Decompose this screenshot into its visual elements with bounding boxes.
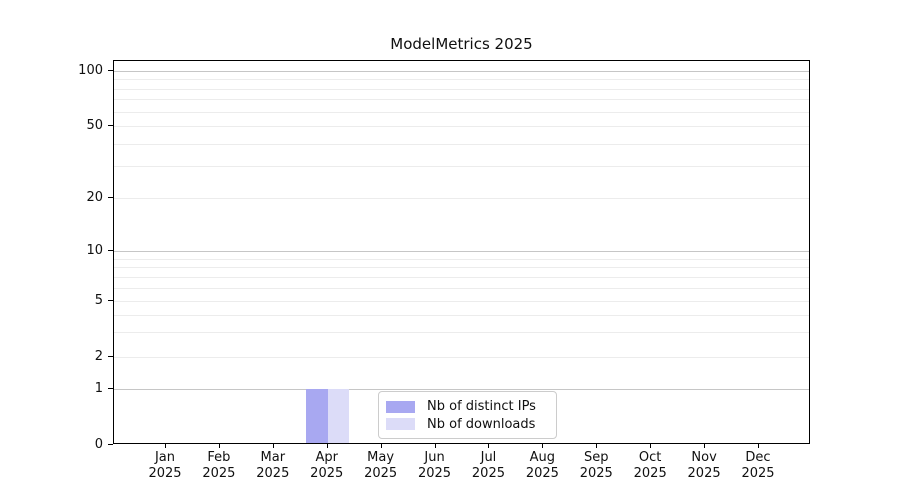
- x-tick-mark: [218, 444, 220, 448]
- x-tick-label: Apr 2025: [297, 450, 357, 482]
- y-gridline-minor: [114, 301, 809, 302]
- y-tick-mark: [108, 356, 113, 357]
- x-tick-month: Dec: [745, 450, 771, 465]
- y-tick-label: 2: [94, 349, 103, 364]
- y-gridline-minor: [114, 143, 809, 145]
- x-tick-year: 2025: [310, 466, 344, 481]
- y-tick-label: 1: [94, 381, 103, 396]
- x-tick-year: 2025: [256, 466, 290, 481]
- x-tick-label: Feb 2025: [189, 450, 249, 482]
- y-gridline-minor: [114, 314, 809, 316]
- x-tick-year: 2025: [364, 466, 398, 481]
- x-tick-year: 2025: [148, 466, 182, 481]
- x-tick-label: Aug 2025: [512, 450, 572, 482]
- y-gridline-minor: [114, 79, 809, 81]
- x-tick-mark: [650, 444, 652, 448]
- y-gridline-minor: [114, 357, 809, 358]
- x-tick-mark: [704, 444, 706, 448]
- x-tick-mark: [165, 444, 166, 448]
- x-tick-month: Oct: [638, 450, 662, 465]
- plot-area: Nb of distinct IPs Nb of downloads: [113, 60, 810, 444]
- y-gridline-minor: [114, 276, 809, 278]
- y-tick-label: 5: [94, 293, 103, 308]
- y-gridline-minor: [114, 166, 809, 168]
- x-tick-year: 2025: [202, 466, 236, 481]
- x-tick-label: Sep 2025: [566, 450, 626, 482]
- y-tick-mark: [108, 197, 113, 198]
- y-gridline-minor: [114, 126, 809, 127]
- legend-label: Nb of downloads: [427, 416, 536, 432]
- y-tick-mark: [108, 70, 113, 71]
- chart-title: ModelMetrics 2025: [390, 35, 533, 53]
- x-tick-month: Aug: [529, 450, 556, 465]
- x-tick-month: Apr: [315, 450, 338, 465]
- y-gridline-minor: [114, 111, 809, 113]
- x-tick-month: Jun: [424, 450, 445, 465]
- legend-item: Nb of distinct IPs: [386, 398, 547, 416]
- y-tick-mark: [108, 300, 113, 301]
- x-tick-year: 2025: [579, 466, 613, 481]
- y-tick-label: 0: [94, 437, 103, 452]
- y-tick-label: 10: [86, 243, 103, 258]
- y-gridline-major: [114, 389, 809, 390]
- y-gridline-minor: [114, 88, 809, 90]
- x-tick-year: 2025: [633, 466, 667, 481]
- y-gridline-minor: [114, 332, 809, 334]
- x-tick-label: Dec 2025: [728, 450, 788, 482]
- y-gridline-major: [114, 71, 809, 72]
- x-tick-year: 2025: [471, 466, 505, 481]
- x-tick-mark: [326, 444, 328, 448]
- x-tick-year: 2025: [687, 466, 721, 481]
- y-tick-label: 100: [78, 63, 103, 78]
- legend-swatch: [386, 400, 415, 413]
- x-tick-label: Jun 2025: [405, 450, 465, 482]
- x-tick-month: Feb: [207, 450, 231, 465]
- x-tick-label: Nov 2025: [674, 450, 734, 482]
- x-tick-month: Jan: [154, 450, 176, 465]
- y-gridline-minor: [114, 258, 809, 260]
- y-tick-mark: [108, 125, 113, 126]
- y-tick-mark: [108, 388, 113, 389]
- x-tick-label: May 2025: [351, 450, 411, 482]
- x-tick-mark: [488, 444, 490, 448]
- y-gridline-major: [114, 251, 809, 252]
- y-gridline-minor: [114, 287, 809, 289]
- x-tick-label: Mar 2025: [243, 450, 303, 482]
- x-tick-mark: [758, 444, 759, 448]
- x-tick-label: Oct 2025: [620, 450, 680, 482]
- y-tick-label: 50: [86, 118, 103, 133]
- legend: Nb of distinct IPs Nb of downloads: [378, 391, 557, 439]
- x-tick-mark: [380, 444, 382, 448]
- x-tick-label: Jul 2025: [458, 450, 518, 482]
- x-tick-year: 2025: [417, 466, 452, 481]
- x-tick-mark: [542, 444, 544, 448]
- x-tick-year: 2025: [741, 466, 775, 481]
- x-tick-mark: [434, 444, 436, 448]
- x-tick-month: Nov: [691, 450, 717, 465]
- y-tick-label: 20: [86, 190, 103, 205]
- bar-nb-of-distinct-ips: [306, 389, 328, 443]
- bar-nb-of-downloads: [327, 389, 350, 443]
- legend-label: Nb of distinct IPs: [427, 399, 536, 415]
- x-tick-month: Mar: [260, 450, 286, 465]
- x-tick-month: May: [367, 450, 395, 465]
- y-tick-mark: [108, 250, 113, 251]
- y-gridline-minor: [114, 99, 809, 101]
- x-tick-month: Jul: [480, 450, 497, 465]
- x-tick-mark: [596, 444, 598, 448]
- y-tick-mark: [108, 444, 113, 445]
- y-gridline-minor: [114, 267, 809, 269]
- y-gridline-minor: [114, 198, 809, 199]
- legend-item: Nb of downloads: [386, 416, 547, 434]
- x-tick-year: 2025: [525, 466, 559, 481]
- x-tick-label: Jan 2025: [135, 450, 195, 482]
- legend-swatch: [386, 418, 415, 431]
- x-tick-mark: [272, 444, 274, 448]
- x-tick-month: Sep: [584, 450, 609, 465]
